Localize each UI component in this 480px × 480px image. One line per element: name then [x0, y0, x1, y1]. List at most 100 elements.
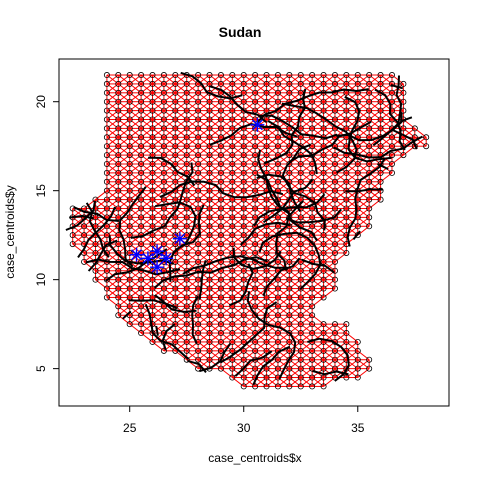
data-point — [320, 125, 327, 132]
data-point — [263, 125, 270, 132]
data-point — [126, 312, 133, 319]
road-line — [209, 123, 298, 146]
data-point — [206, 187, 213, 194]
data-point — [115, 187, 122, 194]
data-point — [320, 178, 327, 185]
data-point — [286, 143, 293, 150]
data-point — [103, 258, 110, 265]
data-point — [217, 187, 224, 194]
data-point — [172, 223, 179, 230]
data-point — [149, 223, 156, 230]
data-point — [252, 285, 259, 292]
data-point — [240, 347, 247, 354]
data-point — [297, 303, 304, 310]
data-point — [240, 321, 247, 328]
data-point — [149, 294, 156, 301]
data-point — [286, 294, 293, 301]
data-point — [274, 178, 281, 185]
highlight-marker — [172, 231, 187, 246]
data-point — [160, 294, 167, 301]
data-point — [149, 267, 156, 274]
data-point — [240, 214, 247, 221]
data-point — [229, 134, 236, 141]
data-point — [286, 80, 293, 87]
data-point — [286, 365, 293, 372]
data-point — [274, 356, 281, 363]
data-point — [309, 232, 316, 239]
data-point — [263, 143, 270, 150]
data-point — [286, 347, 293, 354]
data-point — [320, 321, 327, 328]
data-point — [126, 98, 133, 105]
data-point — [103, 276, 110, 283]
data-point — [206, 80, 213, 87]
data-point — [252, 160, 259, 167]
data-point — [331, 125, 338, 132]
data-point — [183, 160, 190, 167]
data-point — [103, 98, 110, 105]
data-point — [354, 187, 361, 194]
data-point — [115, 125, 122, 132]
data-point — [172, 187, 179, 194]
data-point — [149, 89, 156, 96]
data-point — [229, 152, 236, 159]
data-point — [160, 285, 167, 292]
data-point — [286, 383, 293, 390]
data-point — [286, 285, 293, 292]
data-point — [183, 116, 190, 123]
data-point — [297, 330, 304, 337]
data-point — [138, 294, 145, 301]
data-point — [172, 89, 179, 96]
data-point — [309, 276, 316, 283]
data-point — [69, 214, 76, 221]
data-point — [115, 294, 122, 301]
data-point — [286, 338, 293, 345]
data-point — [252, 258, 259, 265]
data-point — [343, 338, 350, 345]
data-point — [343, 365, 350, 372]
data-point — [195, 196, 202, 203]
data-point — [229, 294, 236, 301]
data-point — [183, 258, 190, 265]
data-point — [229, 72, 236, 79]
data-point — [309, 214, 316, 221]
data-point — [331, 267, 338, 274]
data-point — [92, 205, 99, 212]
data-point — [331, 214, 338, 221]
data-point — [195, 214, 202, 221]
data-point — [331, 356, 338, 363]
data-point — [103, 294, 110, 301]
highlight-marker — [150, 244, 165, 259]
road-line — [73, 206, 119, 222]
data-point — [274, 374, 281, 381]
graph-edge — [357, 350, 370, 361]
road-line — [154, 294, 197, 313]
data-point — [69, 232, 76, 239]
data-point — [81, 223, 88, 230]
data-point — [195, 249, 202, 256]
data-point — [115, 152, 122, 159]
data-point — [126, 214, 133, 221]
data-point — [377, 178, 384, 185]
data-point — [309, 72, 316, 79]
data-point — [297, 72, 304, 79]
data-point — [172, 152, 179, 159]
data-point — [206, 143, 213, 150]
data-point — [217, 116, 224, 123]
data-point — [240, 374, 247, 381]
data-point — [343, 249, 350, 256]
data-point — [92, 241, 99, 248]
data-point — [309, 365, 316, 372]
data-point — [320, 356, 327, 363]
data-point — [149, 330, 156, 337]
data-point — [240, 258, 247, 265]
data-point — [229, 285, 236, 292]
data-point — [388, 152, 395, 159]
data-point — [366, 98, 373, 105]
graph-edge — [323, 377, 336, 387]
data-point — [331, 241, 338, 248]
data-point — [172, 232, 179, 239]
data-point — [115, 143, 122, 150]
data-point — [252, 338, 259, 345]
